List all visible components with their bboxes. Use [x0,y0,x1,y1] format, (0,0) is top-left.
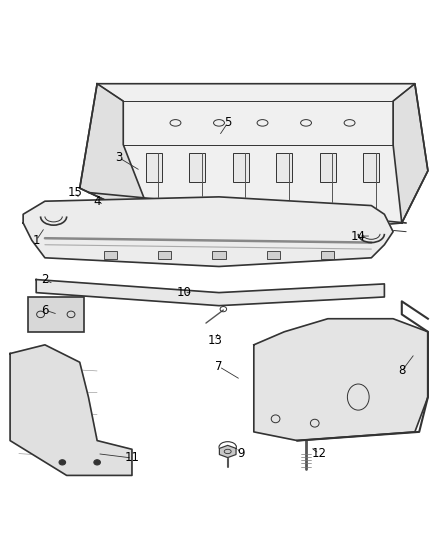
Text: 12: 12 [311,447,327,460]
Bar [158,251,171,259]
Polygon shape [80,84,154,223]
Ellipse shape [94,460,100,465]
Polygon shape [254,319,428,441]
Polygon shape [36,279,385,305]
Text: 4: 4 [93,195,101,208]
Polygon shape [23,197,393,266]
Bar [189,154,205,182]
Bar [276,154,292,182]
Bar [28,297,84,332]
Text: 14: 14 [351,230,366,243]
Text: 11: 11 [124,451,139,464]
Text: 13: 13 [207,334,222,347]
Ellipse shape [59,460,66,465]
Polygon shape [10,345,132,475]
Bar [321,251,334,259]
Bar [146,154,162,182]
Text: 1: 1 [32,234,40,247]
Polygon shape [80,84,428,232]
Bar [212,251,226,259]
Text: 8: 8 [398,365,406,377]
Polygon shape [393,84,428,223]
Bar [364,154,379,182]
Bar [104,251,117,259]
Bar [267,251,280,259]
Text: 10: 10 [177,286,191,299]
Text: 15: 15 [68,186,83,199]
Bar [320,154,336,182]
Text: 9: 9 [237,447,244,460]
Text: 7: 7 [215,360,223,373]
Text: 3: 3 [115,151,123,164]
Text: 6: 6 [41,303,49,317]
Text: 2: 2 [41,273,49,286]
Text: 5: 5 [224,116,231,130]
Polygon shape [219,446,236,457]
Bar [233,154,249,182]
